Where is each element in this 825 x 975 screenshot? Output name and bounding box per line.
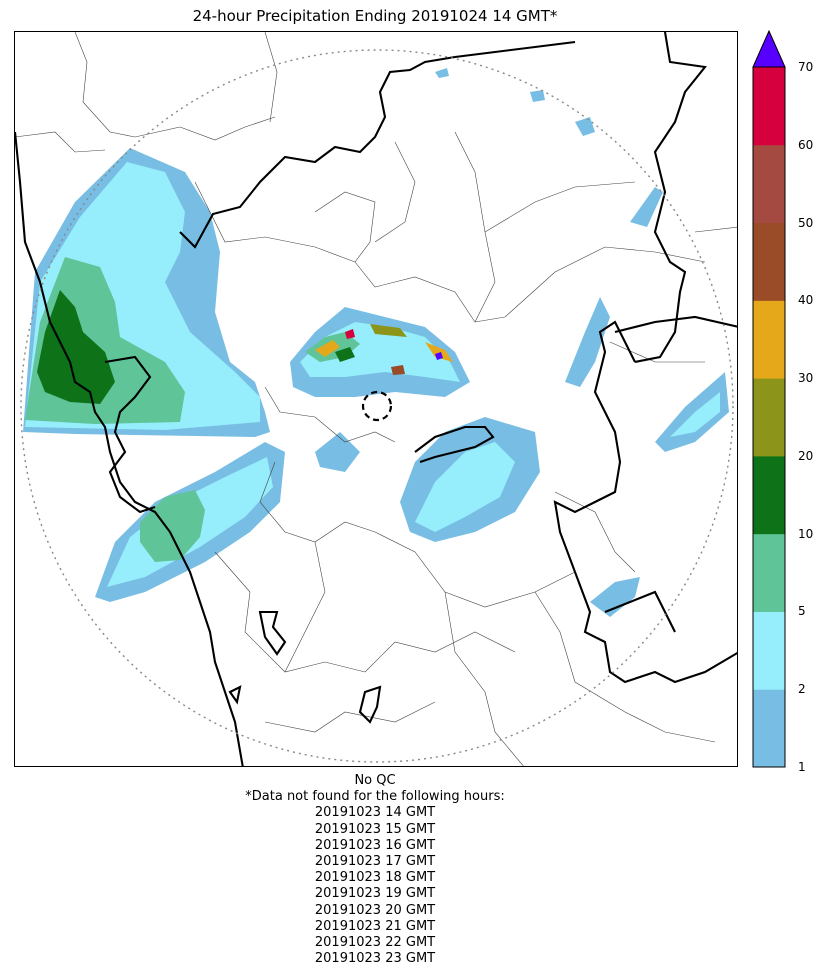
colorbar-band xyxy=(753,611,785,690)
precip-area-central-south xyxy=(315,432,360,472)
colorbar-tick-label: 2 xyxy=(798,682,806,697)
missing-hour: 20191023 16 GMT xyxy=(314,837,436,853)
precip-area-sw-green xyxy=(140,490,205,562)
precip-area-north-patch-4 xyxy=(530,90,545,102)
colorbar-band xyxy=(753,689,785,768)
state-boundary-southeast-2 xyxy=(604,590,676,633)
state-boundary-west xyxy=(104,355,156,514)
state-boundary-central xyxy=(414,425,495,463)
district-line xyxy=(354,261,476,323)
district-boundaries xyxy=(15,32,737,766)
chart-title: 24-hour Precipitation Ending 20191024 14… xyxy=(192,7,558,25)
colorbar-tick-label: 30 xyxy=(798,371,814,386)
missing-hour: 20191023 15 GMT xyxy=(314,821,436,837)
state-boundary-north xyxy=(179,40,576,249)
precip-area-north-patch-3 xyxy=(435,68,449,78)
state-boundary-enclave-3 xyxy=(228,685,242,705)
radar-range-ring xyxy=(20,49,734,763)
precip-area-central-cell-7 xyxy=(391,365,405,375)
state-boundary-southeast xyxy=(574,571,737,684)
missing-hour: 20191023 22 GMT xyxy=(314,935,436,951)
precip-area-e-streak xyxy=(655,372,729,452)
colorbar-tick-label: 1 xyxy=(798,760,806,774)
district-line xyxy=(259,461,376,543)
district-line xyxy=(474,246,706,323)
precip-area-central-cell-1 xyxy=(315,340,340,357)
missing-hour: 20191023 20 GMT xyxy=(314,902,436,918)
colorbar-bands xyxy=(753,67,785,768)
precip-area-central-cell-2 xyxy=(370,324,407,337)
state-boundary-east-coast xyxy=(614,315,737,334)
colorbar-tick-label: 50 xyxy=(798,215,814,230)
district-line xyxy=(484,181,636,233)
state-boundary-northeast xyxy=(634,32,707,364)
colorbar-band xyxy=(753,455,785,535)
precip-area-ne-streak xyxy=(565,297,610,387)
precip-area-central-cell-3 xyxy=(345,329,355,339)
colorbar-band xyxy=(753,300,785,379)
district-line xyxy=(74,32,136,138)
colorbar-extend-triangle xyxy=(752,30,786,68)
colorbar-band xyxy=(753,378,785,457)
missing-hour: 20191023 14 GMT xyxy=(314,805,436,821)
precip-area-e-streak-inner xyxy=(670,392,720,437)
missing-hour: 20191023 17 GMT xyxy=(314,854,436,870)
precip-area-north-patch-2 xyxy=(575,117,595,136)
district-line xyxy=(444,591,524,766)
district-line xyxy=(264,386,396,443)
district-line xyxy=(534,591,716,743)
missing-data-note: *Data not found for the following hours: xyxy=(245,789,505,805)
district-line xyxy=(364,631,516,673)
district-line xyxy=(374,141,416,243)
precip-area-central-cell-6 xyxy=(335,347,355,362)
colorbar-band xyxy=(753,144,785,224)
district-line xyxy=(554,491,636,573)
colorbar-outline xyxy=(752,66,786,768)
colorbar-tick-label: 60 xyxy=(798,137,814,152)
district-line xyxy=(314,191,376,263)
district-line xyxy=(374,531,576,608)
footer-notes: No QC *Data not found for the following … xyxy=(0,773,750,967)
missing-hour: 20191023 23 GMT xyxy=(314,951,436,967)
district-line xyxy=(264,701,436,733)
missing-hour: 20191023 21 GMT xyxy=(314,918,436,934)
colorbar-band xyxy=(753,533,785,612)
precip-area-west-dark xyxy=(37,290,115,404)
colorbar xyxy=(752,30,786,768)
precip-area-central-cell-4 xyxy=(425,342,453,362)
state-boundaries xyxy=(15,32,737,766)
state-boundary-enclave-2 xyxy=(358,685,382,724)
precip-area-central-cell-5 xyxy=(435,352,443,360)
coastline xyxy=(15,131,244,766)
district-line xyxy=(214,551,366,673)
precip-area-south-patch xyxy=(590,577,640,617)
precip-area-north-patch-1 xyxy=(630,187,663,227)
district-line xyxy=(454,131,496,323)
district-line xyxy=(134,116,276,141)
district-line xyxy=(15,131,106,153)
colorbar-tick-label: 5 xyxy=(798,604,806,619)
colorbar-tick-label: 20 xyxy=(798,448,814,463)
colorbar-tick-label: 70 xyxy=(798,60,814,74)
radar-map xyxy=(14,31,738,767)
state-boundary-enclave-1 xyxy=(258,610,287,656)
radar-map-canvas xyxy=(15,32,737,766)
colorbar-band xyxy=(753,222,785,301)
precipitation-layer xyxy=(23,68,729,617)
precip-area-se-mid xyxy=(415,442,515,532)
colorbar-tick-label: 10 xyxy=(798,526,814,541)
colorbar-band xyxy=(753,67,785,146)
district-line xyxy=(284,541,326,673)
colorbar-tick-label: 40 xyxy=(798,293,814,308)
district-line xyxy=(694,226,737,233)
state-boundary-east xyxy=(553,320,636,573)
radar-site-marker xyxy=(361,390,393,422)
qc-note: No QC xyxy=(354,773,396,788)
district-line xyxy=(264,32,278,123)
district-line xyxy=(609,341,705,363)
missing-hour: 20191023 19 GMT xyxy=(314,886,436,902)
district-line xyxy=(194,181,356,263)
missing-hour: 20191023 18 GMT xyxy=(314,870,436,886)
